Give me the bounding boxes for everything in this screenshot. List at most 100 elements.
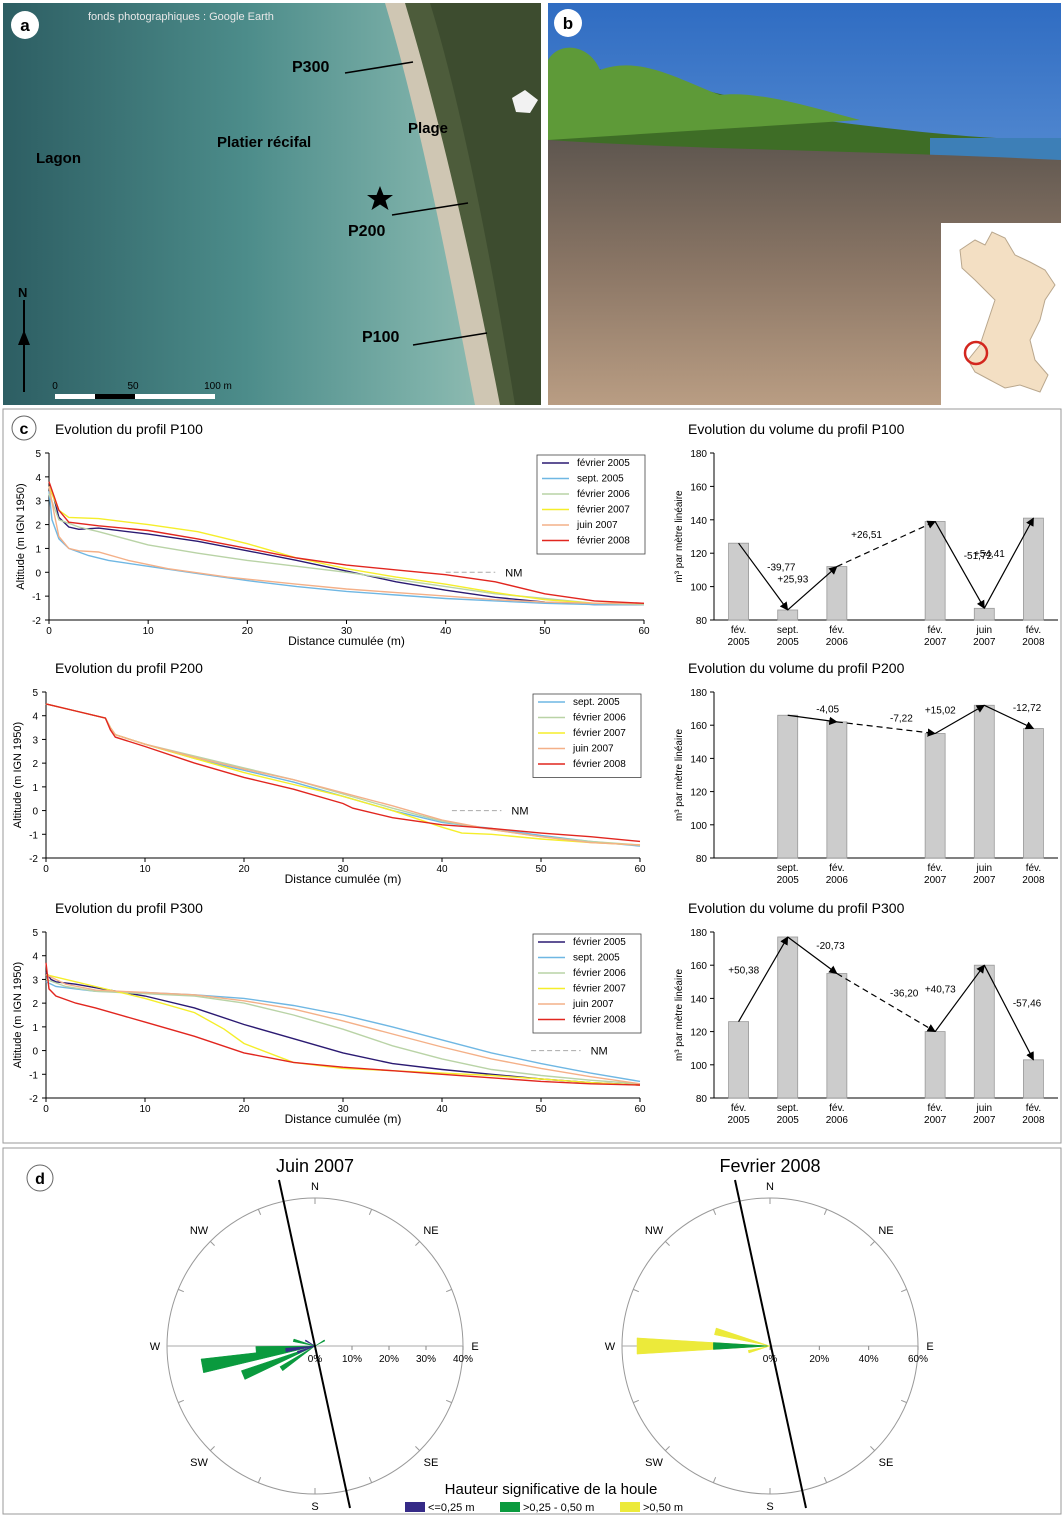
shoreline-line xyxy=(734,1179,807,1509)
x-tick-label: 10 xyxy=(143,626,155,637)
x-tick-label: 2005 xyxy=(727,637,750,648)
x-tick-label: 40 xyxy=(440,626,452,637)
scale-tick-50: 50 xyxy=(127,381,139,392)
volume-chart-p200: Evolution du volume du profil P200 80 100 1… xyxy=(674,660,1058,886)
y-tick-label: 120 xyxy=(690,549,707,560)
chart-title: Evolution du profil P200 xyxy=(55,660,203,676)
sand-beach xyxy=(548,140,1061,405)
x-tick-label: 2006 xyxy=(826,637,849,648)
x-tick-label: 0 xyxy=(46,626,52,637)
rose-ring-label: 20% xyxy=(379,1354,399,1365)
y-tick-label: 5 xyxy=(35,449,41,460)
x-tick-label: fév. xyxy=(829,1103,844,1114)
change-arrow xyxy=(787,936,838,975)
x-tick-label: 20 xyxy=(238,864,250,875)
bar xyxy=(728,542,749,621)
wave-legend-label-high: >0,50 m xyxy=(643,1502,683,1514)
rose-tick xyxy=(664,1240,670,1246)
rose-ring-label: 40% xyxy=(453,1354,473,1365)
chart-title: Evolution du profil P100 xyxy=(55,421,203,437)
y-tick-label: 5 xyxy=(32,688,38,699)
panel-letter-badge xyxy=(11,11,39,39)
panel-letter: a xyxy=(20,16,30,35)
x-tick-label: 2008 xyxy=(1022,637,1045,648)
rose-tick xyxy=(870,1240,876,1246)
panel-d-frame xyxy=(2,1147,1062,1515)
y-tick-label: 0 xyxy=(32,807,38,818)
y-tick-label: -2 xyxy=(29,1094,38,1105)
rose-direction-label: NW xyxy=(190,1225,209,1237)
label-p300: P300 xyxy=(292,59,329,76)
change-arrow xyxy=(836,721,936,737)
panel-letter-badge xyxy=(26,1164,54,1192)
rose-petal xyxy=(279,1345,316,1372)
y-tick-label: 140 xyxy=(690,516,707,527)
rose-tick xyxy=(368,1209,373,1216)
nm-label: NM xyxy=(591,1046,608,1058)
x-tick-label: 2005 xyxy=(777,1115,800,1126)
y-axis-label: m³ par mètre linéaire xyxy=(674,968,685,1061)
label-p200: P200 xyxy=(348,223,385,240)
nm-label: NM xyxy=(511,806,528,818)
y-tick-label: 180 xyxy=(690,928,707,939)
label-plage: Plage xyxy=(408,120,448,137)
x-tick-label: sept. xyxy=(777,1103,799,1114)
y-tick-label: -1 xyxy=(29,830,38,841)
x-tick-label: 30 xyxy=(337,864,349,875)
rose-tick xyxy=(209,1240,215,1246)
legend-label: sept. 2005 xyxy=(573,697,620,708)
nm-label: NM xyxy=(505,567,522,579)
x-tick-label: 50 xyxy=(535,1104,547,1115)
x-tick-label: 10 xyxy=(139,864,151,875)
y-tick-label: -2 xyxy=(32,616,41,627)
rose-tick xyxy=(712,1476,717,1483)
y-tick-label: 100 xyxy=(690,821,707,832)
rose-tick xyxy=(823,1209,828,1216)
bar xyxy=(728,1021,749,1099)
x-tick-label: 40 xyxy=(436,1104,448,1115)
y-tick-label: 4 xyxy=(35,473,41,484)
x-tick-label: sept. xyxy=(777,863,799,874)
change-arrow xyxy=(836,972,936,1033)
y-tick-label: 80 xyxy=(696,1094,708,1105)
bar xyxy=(826,721,848,859)
series-line xyxy=(45,703,641,843)
change-label: -12,72 xyxy=(1013,703,1042,714)
change-label: -4,05 xyxy=(816,705,839,716)
legend-label: février 2008 xyxy=(573,1015,626,1026)
y-tick-label: 1 xyxy=(32,1023,38,1034)
wave-legend-label-low: <=0,25 m xyxy=(428,1502,474,1514)
legend-label: février 2007 xyxy=(573,984,626,995)
y-tick-label: 180 xyxy=(690,688,707,699)
x-tick-label: fév. xyxy=(1026,625,1041,636)
change-arrow xyxy=(984,704,1035,730)
rose-direction-label: NE xyxy=(878,1225,893,1237)
x-tick-label: fév. xyxy=(829,863,844,874)
x-tick-label: 60 xyxy=(634,864,646,875)
legend-label: février 2007 xyxy=(577,505,630,516)
rose-ring-label: 10% xyxy=(342,1354,362,1365)
x-tick-label: 20 xyxy=(242,626,254,637)
change-label: -57,46 xyxy=(1013,999,1042,1010)
island-outline-icon xyxy=(959,231,1056,393)
legend-label: février 2008 xyxy=(573,759,626,770)
x-axis-label: Distance cumulée (m) xyxy=(285,872,402,886)
legend-label: sept. 2005 xyxy=(573,953,620,964)
y-tick-label: 80 xyxy=(696,854,708,865)
rose-ring-label: 60% xyxy=(908,1354,928,1365)
bar xyxy=(973,964,995,1099)
photo-credit: fonds photographiques : Google Earth xyxy=(88,11,274,23)
north-label: N xyxy=(18,285,27,300)
x-tick-label: 50 xyxy=(539,626,551,637)
rose-direction-label: SW xyxy=(645,1457,663,1469)
change-label: -51,72 xyxy=(964,551,993,562)
legend-label: juin 2007 xyxy=(572,999,614,1010)
y-tick-label: 3 xyxy=(32,975,38,986)
change-arrow xyxy=(787,566,838,611)
rose-ring-label: 0% xyxy=(308,1354,323,1365)
bar xyxy=(924,733,946,859)
